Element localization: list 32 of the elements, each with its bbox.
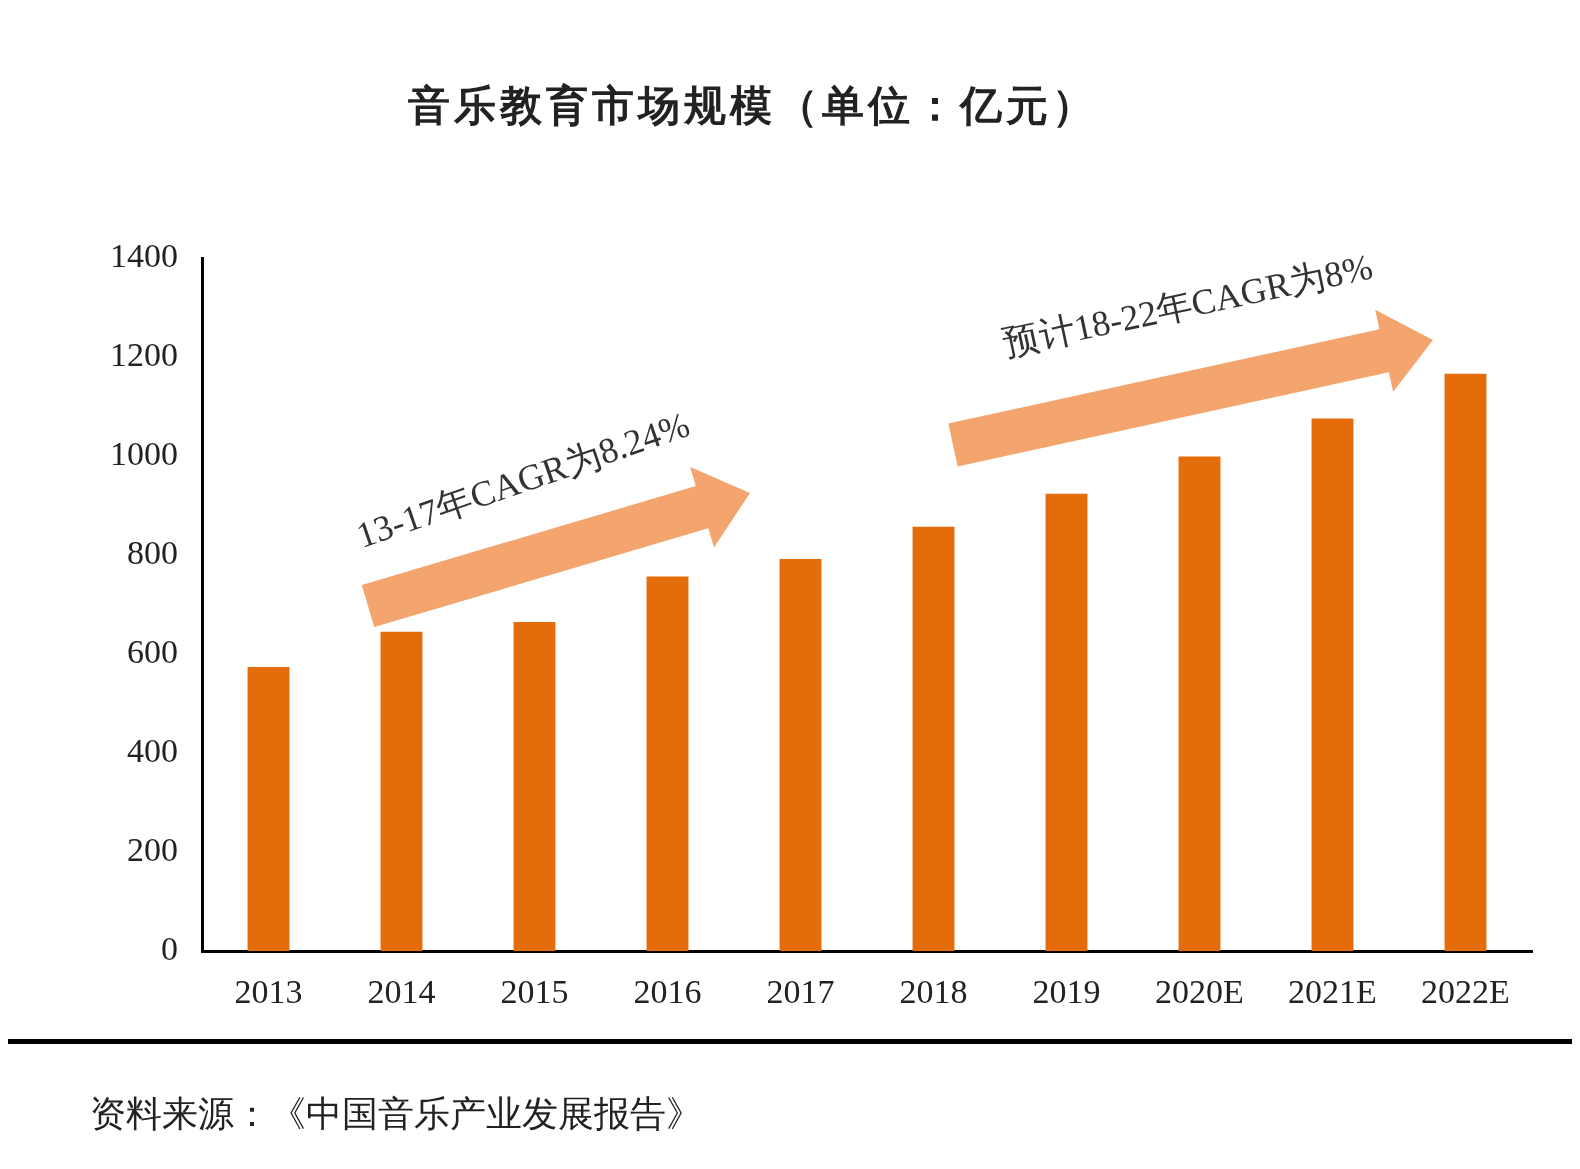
y-tick-label: 400: [127, 732, 178, 770]
x-tick-label: 2013: [234, 972, 303, 1010]
chart-title: 音乐教育市场规模（单位：亿元）: [407, 82, 1099, 131]
x-tick-label: 2019: [1032, 972, 1101, 1010]
x-tick-label: 2022E: [1421, 972, 1510, 1010]
x-tick-label: 2017: [766, 972, 835, 1010]
y-tick-label: 200: [127, 831, 178, 869]
y-tick-label: 600: [127, 633, 178, 671]
bar: [1311, 418, 1354, 952]
x-tick-label: 2018: [899, 972, 968, 1010]
x-tick-label: 2015: [500, 972, 569, 1010]
annotation: 预计18-22年CAGR为8%: [998, 245, 1377, 366]
bar: [779, 559, 822, 952]
bar: [247, 666, 290, 952]
y-tick-label: 800: [127, 534, 178, 572]
annotation: 13-17年CAGR为8.24%: [350, 403, 696, 558]
bar: [1045, 493, 1088, 952]
text: 资料来源：《中国音乐产业发展报告》: [90, 1093, 702, 1136]
y-tick-label: 1200: [110, 335, 178, 373]
bar: [646, 576, 689, 952]
bar: [1444, 373, 1487, 952]
x-tick-label: 2014: [367, 972, 436, 1010]
y-tick-label: 1400: [110, 236, 178, 274]
x-tick-label: 2016: [633, 972, 702, 1010]
bar: [380, 631, 423, 952]
x-tick-label: 2020E: [1155, 972, 1244, 1010]
bar: [912, 526, 955, 952]
bar: [513, 621, 556, 952]
x-tick-label: 2021E: [1288, 972, 1377, 1010]
y-tick-label: 1000: [110, 434, 178, 472]
y-tick-label: 0: [161, 930, 178, 968]
bar: [1178, 456, 1221, 952]
